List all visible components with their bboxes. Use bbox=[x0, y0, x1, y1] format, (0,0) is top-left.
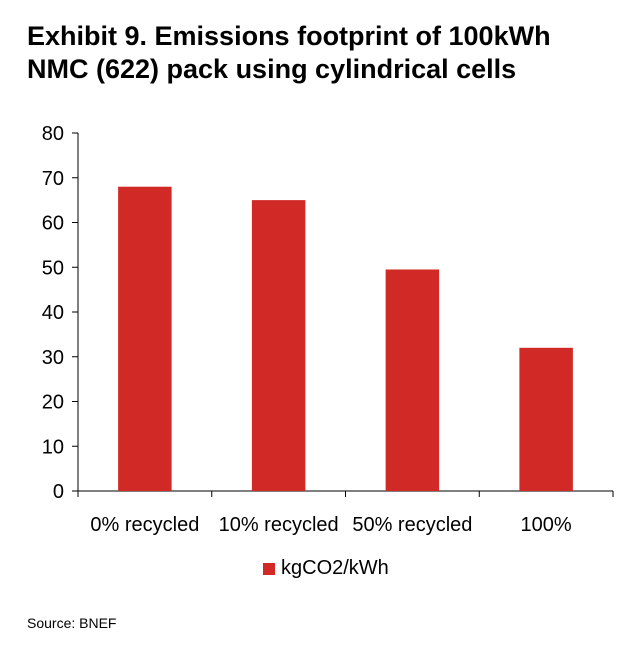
y-tick-label: 60 bbox=[42, 213, 64, 235]
chart-title: Exhibit 9. Emissions footprint of 100kWh… bbox=[27, 20, 627, 86]
y-tick-label: 40 bbox=[42, 302, 64, 324]
category-labels: 0% recycled 10% recycled 50% recycled 100% bbox=[90, 514, 572, 536]
chart-title-line-2: NMC (622) pack using cylindrical cells bbox=[27, 54, 517, 84]
bar bbox=[519, 347, 573, 491]
bar bbox=[118, 186, 172, 491]
legend: kgCO2/kWh bbox=[263, 557, 389, 580]
y-axis: 0 10 20 30 40 50 60 70 80 bbox=[42, 123, 79, 503]
bar-chart: 0 10 20 30 40 50 60 70 80 0% recycled 10% recycle… bbox=[42, 123, 614, 536]
legend-swatch bbox=[263, 562, 275, 575]
legend-label: kgCO2/kWh bbox=[281, 557, 389, 579]
y-tick-label: 10 bbox=[42, 436, 64, 458]
category-label: 10% recycled bbox=[219, 514, 339, 536]
category-label: 100% bbox=[521, 514, 572, 536]
x-axis bbox=[77, 490, 614, 497]
category-label: 0% recycled bbox=[90, 514, 199, 536]
y-tick-label: 30 bbox=[42, 347, 64, 369]
y-tick-label: 80 bbox=[42, 123, 64, 145]
y-tick-label: 50 bbox=[42, 257, 64, 279]
chart-title-line-1: Exhibit 9. Emissions footprint of 100kWh bbox=[27, 21, 551, 51]
source-note: Source: BNEF bbox=[27, 615, 117, 631]
bar bbox=[385, 269, 440, 491]
y-tick-label: 70 bbox=[42, 168, 64, 190]
bars bbox=[118, 186, 573, 491]
category-label: 50% recycled bbox=[352, 514, 472, 536]
y-tick-label: 20 bbox=[42, 392, 64, 414]
bar bbox=[251, 200, 306, 491]
y-tick-label: 0 bbox=[53, 481, 64, 503]
